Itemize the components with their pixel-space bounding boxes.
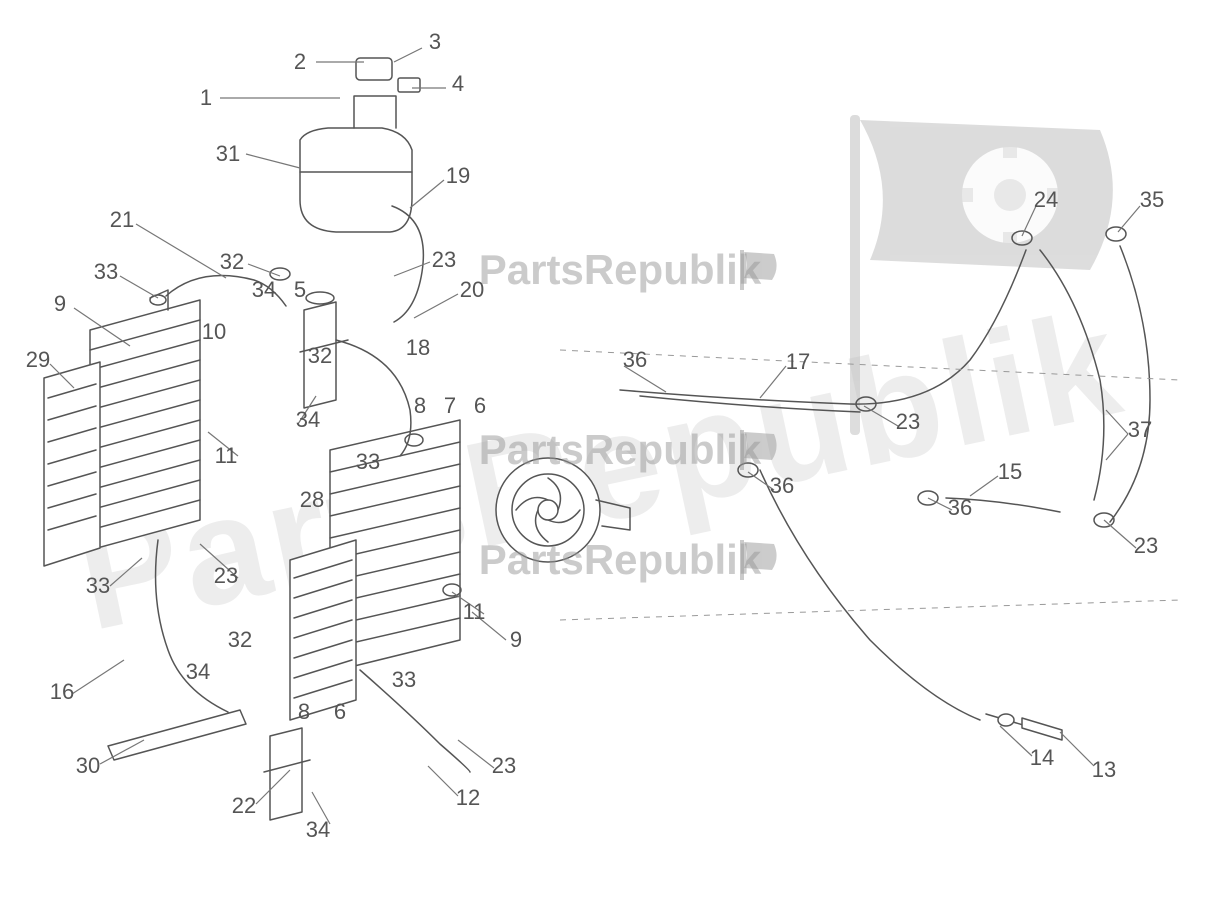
callout-number: 35 <box>1140 187 1164 213</box>
callout-number: 23 <box>1134 533 1158 559</box>
callout-number: 24 <box>1034 187 1058 213</box>
callout-number: 23 <box>896 409 920 435</box>
t-fitting-lower <box>264 728 310 820</box>
hose-union <box>986 714 1062 740</box>
callout-number: 12 <box>456 785 480 811</box>
radiator-grille-left <box>44 362 100 566</box>
callout-number: 8 <box>298 699 310 725</box>
callout-number: 23 <box>492 753 516 779</box>
callout-number: 21 <box>110 207 134 233</box>
radiator-grille-right <box>290 540 356 720</box>
callout-number: 29 <box>26 347 50 373</box>
callout-number: 14 <box>1030 745 1054 771</box>
callout-number: 33 <box>86 573 110 599</box>
callout-number: 2 <box>294 49 306 75</box>
callout-number: 16 <box>50 679 74 705</box>
callout-number: 18 <box>406 335 430 361</box>
callout-number: 30 <box>76 753 100 779</box>
foam-strip <box>108 710 246 760</box>
watermark-small-flags <box>740 250 777 580</box>
callout-number: 23 <box>432 247 456 273</box>
callout-number: 1 <box>200 85 212 111</box>
callout-number: 33 <box>356 449 380 475</box>
callout-number: 5 <box>294 277 306 303</box>
callout-number: 36 <box>623 347 647 373</box>
callout-number: 34 <box>252 277 276 303</box>
callout-number: 8 <box>414 393 426 419</box>
callout-number: 6 <box>334 699 346 725</box>
callout-number: 37 <box>1128 417 1152 443</box>
callout-number: 32 <box>220 249 244 275</box>
callout-number: 31 <box>216 141 240 167</box>
callout-number: 23 <box>214 563 238 589</box>
callout-number: 32 <box>308 343 332 369</box>
callout-number: 36 <box>948 495 972 521</box>
callout-number: 19 <box>446 163 470 189</box>
watermark-small-3: PartsRepublik <box>479 536 761 584</box>
callout-number: 17 <box>786 349 810 375</box>
callout-number: 3 <box>429 29 441 55</box>
expansion-tank <box>300 58 420 232</box>
callout-number: 32 <box>228 627 252 653</box>
callout-number: 9 <box>54 291 66 317</box>
callout-number: 28 <box>300 487 324 513</box>
callout-number: 11 <box>463 599 486 625</box>
callout-number: 33 <box>94 259 118 285</box>
callout-number: 33 <box>392 667 416 693</box>
callout-number: 6 <box>474 393 486 419</box>
diagram-canvas: PartsRepublik <box>0 0 1205 904</box>
radiator-left <box>90 290 200 550</box>
callout-number: 36 <box>770 473 794 499</box>
callout-number: 7 <box>444 393 456 419</box>
callout-number: 11 <box>215 443 238 469</box>
callout-number: 34 <box>296 407 320 433</box>
watermark-flag-icon <box>850 115 1113 435</box>
callout-number: 13 <box>1092 757 1116 783</box>
watermark-small-1: PartsRepublik <box>479 246 761 294</box>
callout-number: 10 <box>202 319 226 345</box>
callout-number: 34 <box>306 817 330 843</box>
callout-number: 20 <box>460 277 484 303</box>
callout-number: 15 <box>998 459 1022 485</box>
callout-number: 22 <box>232 793 256 819</box>
watermark-small-2: PartsRepublik <box>479 426 761 474</box>
callout-number: 34 <box>186 659 210 685</box>
callout-number: 9 <box>510 627 522 653</box>
callout-number: 4 <box>452 71 464 97</box>
